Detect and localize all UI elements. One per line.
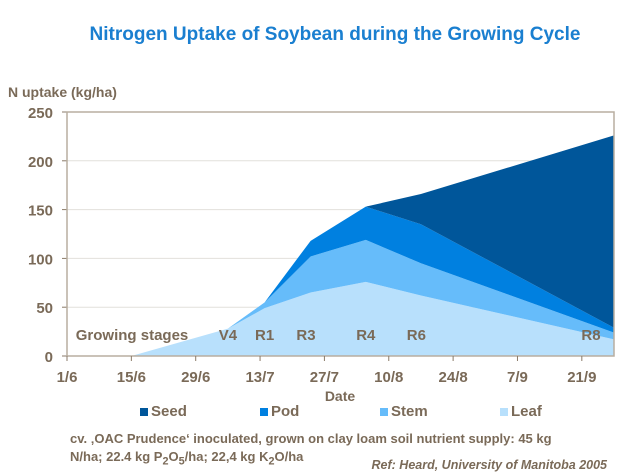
legend-swatch — [260, 407, 268, 416]
area-pod — [67, 206, 614, 356]
legend-item-seed: Seed — [140, 403, 250, 420]
footnote-text: N/ha; 22.4 kg P — [70, 449, 163, 464]
stage-label-r6: R6 — [407, 327, 426, 344]
footnote: cv. ‚OAC Prudence‘ inoculated, grown on … — [70, 430, 600, 471]
legend: Seed Pod Stem Leaf — [140, 403, 610, 420]
area-stem — [67, 239, 614, 356]
x-tick-label: 21/9 — [567, 369, 596, 386]
x-tick-label: 10/8 — [374, 369, 403, 386]
stage-label-r4: R4 — [356, 327, 376, 344]
footnote-text: /ha; 22,4 kg K — [184, 449, 269, 464]
legend-swatch — [500, 407, 508, 416]
legend-label: Leaf — [511, 403, 542, 420]
chart-title: Nitrogen Uptake of Soybean during the Gr… — [89, 24, 581, 45]
legend-item-leaf: Leaf — [500, 403, 610, 420]
y-tick-label: 150 — [28, 203, 53, 220]
y-tick-label: 50 — [36, 300, 53, 317]
subscript: 2 — [268, 455, 275, 468]
stage-label-v4: V4 — [219, 327, 238, 344]
x-tick-label: 29/6 — [181, 369, 210, 386]
area-leaf — [67, 281, 614, 356]
y-tick-label: 200 — [28, 154, 53, 171]
chart-area: 0 50 100 150 200 250 1/6 15/6 29/6 13/7 27/7 10/8 24… — [28, 105, 615, 386]
stage-label-r8: R8 — [581, 327, 600, 344]
stage-label-r1: R1 — [255, 327, 274, 344]
x-tick-label: 13/7 — [245, 369, 274, 386]
legend-label: Pod — [271, 403, 300, 420]
reference: Ref: Heard, University of Manitoba 2005 — [371, 458, 607, 472]
y-tick-label: 100 — [28, 251, 53, 268]
stage-label-r3: R3 — [296, 327, 315, 344]
x-tick-label: 27/7 — [310, 369, 339, 386]
y-axis-label: N uptake (kg/ha) — [8, 84, 117, 100]
legend-item-pod: Pod — [260, 403, 370, 420]
subscript: 5 — [178, 455, 185, 468]
y-tick-label: 0 — [45, 349, 53, 366]
y-tick-label: 250 — [28, 105, 53, 122]
x-tick-label: 24/8 — [439, 369, 468, 386]
footnote-text: O — [168, 449, 179, 464]
x-tick-label: 7/9 — [507, 369, 528, 386]
legend-swatch — [380, 407, 388, 416]
x-tick-label: 1/6 — [57, 369, 78, 386]
area-seed — [67, 135, 614, 356]
legend-item-stem: Stem — [380, 403, 490, 420]
legend-label: Stem — [391, 403, 428, 420]
legend-swatch — [140, 407, 148, 416]
footnote-text: O/ha — [274, 449, 304, 464]
x-axis-label: Date — [324, 388, 356, 404]
legend-label: Seed — [151, 403, 187, 420]
footnote-line1: cv. ‚OAC Prudence‘ inoculated, grown on … — [70, 431, 552, 446]
x-tick-label: 15/6 — [117, 369, 146, 386]
growing-stages-label: Growing stages — [76, 327, 189, 344]
plot-border — [66, 111, 615, 357]
subscript: 2 — [162, 455, 169, 468]
